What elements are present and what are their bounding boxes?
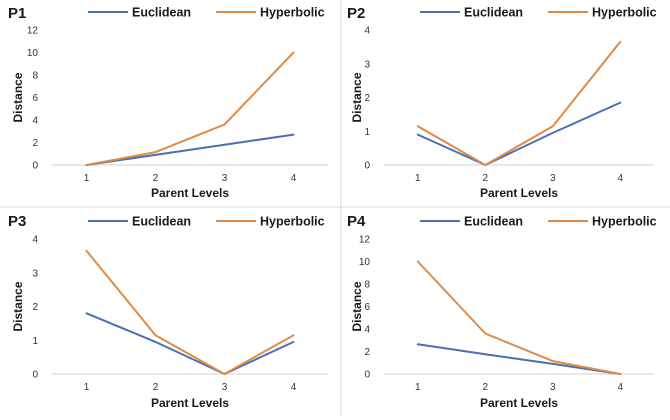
- p4-legend-label-hyperbolic: Hyperbolic: [592, 215, 657, 229]
- p1-x-tick-label: 2: [153, 173, 159, 184]
- p1-y-tick-label: 8: [32, 71, 38, 82]
- p4-x-tick-label: 2: [482, 382, 488, 393]
- p1-legend-label-euclidean: Euclidean: [132, 6, 191, 20]
- p2-y-tick-label: 1: [364, 127, 370, 138]
- p3-x-tick-label: 3: [222, 382, 228, 393]
- p4-y-tick-label: 6: [364, 302, 370, 313]
- p4-x-tick-label: 4: [617, 382, 623, 393]
- p2-x-tick-label: 1: [415, 173, 421, 184]
- p3-series-line-hyperbolic: [85, 249, 295, 375]
- p4-x-tick-label: 1: [415, 382, 421, 393]
- p1-panel-title: P1: [8, 5, 26, 22]
- p4-x-axis-title: Parent Levels: [480, 396, 558, 410]
- p3-y-tick-label: 2: [32, 302, 38, 313]
- p1-series-line-euclidean: [85, 133, 295, 166]
- p2-legend-label-euclidean: Euclidean: [464, 6, 523, 20]
- p1-legend-label-hyperbolic: Hyperbolic: [260, 6, 325, 20]
- p2-y-axis-title: Distance: [350, 72, 364, 122]
- p4-series-line-euclidean: [416, 343, 622, 375]
- p1-y-tick-label: 12: [27, 26, 39, 37]
- p4-y-tick-label: 0: [364, 370, 370, 381]
- p3-y-tick-label: 4: [32, 235, 38, 246]
- p1-y-tick-label: 6: [32, 93, 38, 104]
- p4-x-tick-label: 3: [550, 382, 556, 393]
- p4-y-tick-label: 10: [359, 257, 371, 268]
- p4-y-tick-label: 4: [364, 325, 370, 336]
- p1-series-line-hyperbolic: [85, 51, 295, 166]
- p1-x-tick-label: 3: [222, 173, 228, 184]
- p3-x-tick-label: 2: [153, 382, 159, 393]
- p3-x-tick-label: 1: [84, 382, 90, 393]
- p2-x-tick-label: 4: [617, 173, 623, 184]
- p3-y-axis-title: Distance: [11, 281, 25, 331]
- p4-y-axis-title: Distance: [350, 281, 364, 331]
- p2-legend-label-hyperbolic: Hyperbolic: [592, 6, 657, 20]
- p1-y-tick-label: 0: [32, 161, 38, 172]
- p1-y-axis-title: Distance: [11, 72, 25, 122]
- p2-y-tick-label: 4: [364, 26, 370, 37]
- p4-y-tick-label: 8: [364, 280, 370, 291]
- p3-series-line-euclidean: [85, 312, 295, 375]
- p1-y-tick-label: 4: [32, 116, 38, 127]
- p3-y-tick-label: 3: [32, 268, 38, 279]
- p2-y-tick-label: 0: [364, 161, 370, 172]
- p1-y-tick-label: 10: [27, 48, 39, 59]
- p2-series-line-euclidean: [416, 101, 622, 166]
- p1-x-tick-label: 1: [84, 173, 90, 184]
- p4-legend-label-euclidean: Euclidean: [464, 215, 523, 229]
- p3-legend-label-euclidean: Euclidean: [132, 215, 191, 229]
- p4-y-tick-label: 12: [359, 235, 371, 246]
- p3-y-tick-label: 1: [32, 336, 38, 347]
- p1-x-axis-title: Parent Levels: [151, 186, 229, 200]
- p4-series-line-hyperbolic: [416, 260, 622, 375]
- p2-panel-title: P2: [347, 5, 365, 22]
- p4-panel-title: P4: [347, 213, 366, 230]
- p3-x-tick-label: 4: [291, 382, 297, 393]
- p2-x-tick-label: 3: [550, 173, 556, 184]
- p3-panel-title: P3: [8, 213, 26, 230]
- p1-y-tick-label: 2: [32, 138, 38, 149]
- p2-x-axis-title: Parent Levels: [480, 186, 558, 200]
- p3-legend-label-hyperbolic: Hyperbolic: [260, 215, 325, 229]
- p2-y-tick-label: 2: [364, 93, 370, 104]
- p3-x-axis-title: Parent Levels: [151, 396, 229, 410]
- p3-y-tick-label: 0: [32, 370, 38, 381]
- p2-series-line-hyperbolic: [416, 40, 622, 166]
- p1-x-tick-label: 4: [291, 173, 297, 184]
- p4-y-tick-label: 2: [364, 347, 370, 358]
- p2-y-tick-label: 3: [364, 59, 370, 70]
- p2-x-tick-label: 2: [482, 173, 488, 184]
